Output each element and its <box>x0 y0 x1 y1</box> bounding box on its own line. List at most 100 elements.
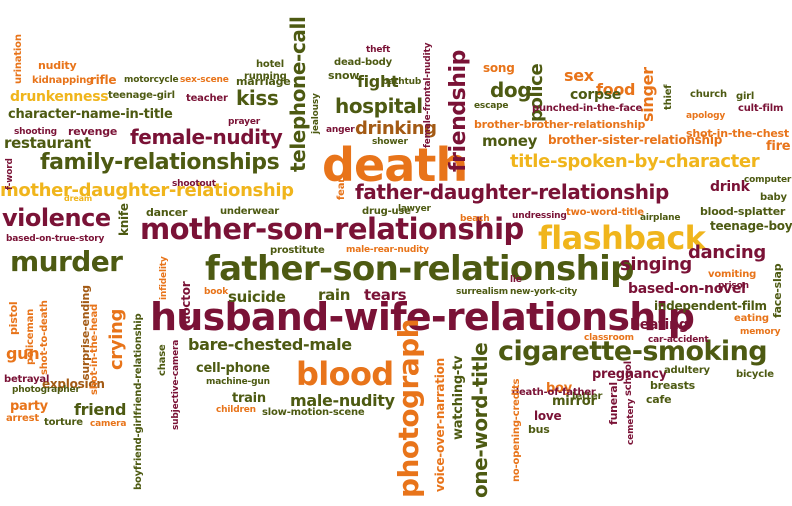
word-adultery: adultery <box>664 365 710 376</box>
word-female-frontal-nudity: female-frontal-nudity <box>423 42 433 148</box>
word-singing: singing <box>620 254 692 275</box>
word-song: song <box>483 61 515 75</box>
word-train: train <box>232 391 266 406</box>
word-money: money <box>482 132 538 150</box>
word-rifle: rifle <box>90 73 117 87</box>
word-violence: violence <box>2 204 111 232</box>
word-policeman: policeman <box>25 308 36 365</box>
word-urination: urination <box>13 34 24 84</box>
word-anger: anger <box>326 125 355 135</box>
word-infidelity: infidelity <box>159 256 169 300</box>
word-vomiting: vomiting <box>708 269 757 280</box>
word-food: food <box>596 80 636 99</box>
word-bathtub: bathtub <box>382 77 422 87</box>
word-slow-motion-scene: slow-motion-scene <box>262 407 365 418</box>
word-telephone-call: telephone-call <box>286 16 310 172</box>
word-teenage-boy: teenage-boy <box>710 219 792 233</box>
word-theft: theft <box>366 45 391 55</box>
word-tears: tears <box>364 286 407 304</box>
word-title-spoken-by-character: title-spoken-by-character <box>510 151 760 172</box>
word-shot-in-the-head: shot-in-the-head <box>89 303 100 395</box>
word-cemetery: cemetery <box>626 398 636 445</box>
word-revenge: revenge <box>68 125 118 138</box>
word-gun: gun <box>6 344 40 363</box>
word-photograph: photograph <box>392 319 425 498</box>
word-escape: escape <box>474 101 509 111</box>
word-car-accident: car-accident <box>648 335 709 345</box>
word-hotel: hotel <box>256 59 284 70</box>
word-brother-sister-relationship: brother-sister-relationship <box>548 133 723 147</box>
word-mother-daughter-relationship: mother-daughter-relationship <box>0 180 294 201</box>
word-teacher: teacher <box>186 93 228 104</box>
word-voice-over-narration: voice-over-narration <box>433 358 447 492</box>
word-cigarette-smoking: cigarette-smoking <box>498 336 768 367</box>
word-pregnancy: pregnancy <box>592 367 667 382</box>
word-husband-wife-relationship: husband-wife-relationship <box>150 295 695 339</box>
word-bicycle: bicycle <box>736 369 774 380</box>
word-explosion: explosion <box>42 377 105 391</box>
word-flashback: flashback <box>538 219 706 257</box>
word-book: book <box>204 287 229 297</box>
word-knife: knife <box>117 203 131 236</box>
word-fire: fire <box>766 139 791 154</box>
word-friendship: friendship <box>446 50 471 172</box>
word-based-on-true-story: based-on-true-story <box>6 234 105 244</box>
word-based-on-novel: based-on-novel <box>628 281 746 297</box>
word-crying: crying <box>106 309 127 370</box>
word-one-word-title: one-word-title <box>468 342 492 498</box>
word-kidnapping: kidnapping <box>32 75 94 86</box>
word-restaurant: restaurant <box>4 134 91 152</box>
word-marriage: marriage <box>236 75 291 88</box>
word-prostitute: prostitute <box>270 245 325 256</box>
word-eating: eating <box>734 313 769 324</box>
word-blood-splatter: blood-splatter <box>700 205 786 218</box>
word-shower: shower <box>372 137 408 147</box>
word-subjective-camera: subjective-camera <box>171 339 181 430</box>
word-cell-phone: cell-phone <box>196 361 270 376</box>
word-drug-use: drug-use <box>362 206 411 217</box>
word-apology: apology <box>686 111 726 121</box>
word-brother-brother-relationship: brother-brother-relationship <box>474 118 646 131</box>
word-pistol: pistol <box>7 301 20 335</box>
word-church: church <box>690 89 727 100</box>
word-face-slap: face-slap <box>771 263 784 318</box>
word-murder: murder <box>10 245 123 278</box>
word-singer: singer <box>638 67 657 122</box>
word-lie: lie <box>510 275 522 285</box>
word-machine-gun: machine-gun <box>206 377 270 387</box>
word-betrayal: betrayal <box>4 374 50 385</box>
word-f-word: f-word <box>5 158 15 190</box>
word-snow: snow <box>328 69 360 82</box>
word-baby: baby <box>760 192 787 203</box>
word-prison: prison <box>718 281 749 291</box>
word-dancer: dancer <box>146 206 188 219</box>
word-no-opening-credits: no-opening-credits <box>511 378 522 482</box>
word-fight: fight <box>357 72 399 91</box>
word-male-rear-nudity: male-rear-nudity <box>346 245 429 255</box>
word-nudity: nudity <box>38 59 77 72</box>
word-mirror: mirror <box>552 394 597 409</box>
word-shot-to-death: shot-to-death <box>39 300 50 375</box>
word-jealousy: jealousy <box>311 93 321 134</box>
word-bare-chested-male: bare-chested-male <box>188 335 352 354</box>
word-dead-body: dead-body <box>334 57 392 68</box>
word-watching-tv: watching-tv <box>451 355 466 440</box>
word-cult-film: cult-film <box>738 103 784 114</box>
word-family-relationships: family-relationships <box>40 150 280 175</box>
word-love: love <box>534 409 562 423</box>
word-surrealism: surrealism <box>456 287 508 297</box>
word-computer: computer <box>744 175 792 185</box>
word-lawyer: lawyer <box>398 204 431 214</box>
word-new-york-city: new-york-city <box>510 287 578 297</box>
word-camera: camera <box>90 419 127 429</box>
word-rain: rain <box>318 286 351 304</box>
word-arrest: arrest <box>6 413 39 424</box>
word-torture: torture <box>44 417 83 428</box>
word-hospital: hospital <box>335 94 423 118</box>
word-boy: boy <box>546 381 572 396</box>
word-dream: dream <box>64 194 93 203</box>
word-school: school <box>623 361 634 396</box>
word-breasts: breasts <box>650 379 695 392</box>
word-death-of-father: death-of-father <box>512 387 596 398</box>
